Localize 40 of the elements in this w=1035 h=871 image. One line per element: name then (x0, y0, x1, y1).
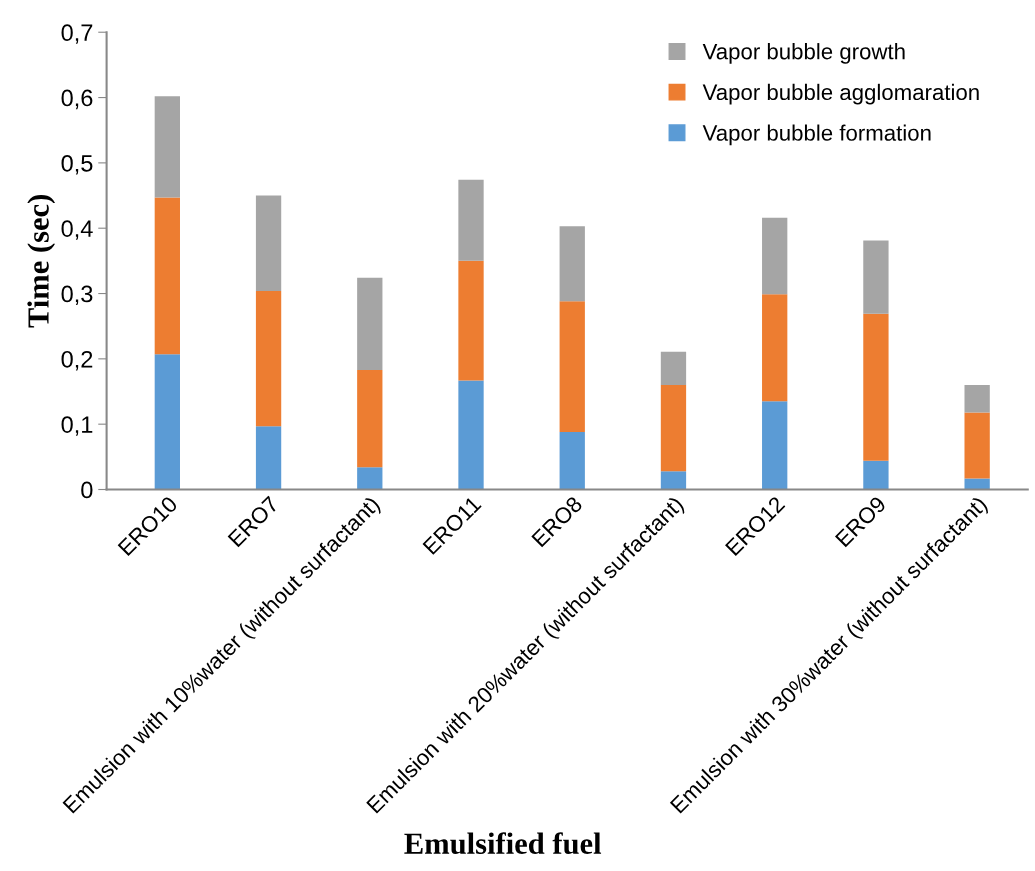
bar (559, 226, 585, 302)
bar (863, 313, 889, 461)
y-tick-label: 0,6 (61, 89, 93, 110)
bar (762, 217, 788, 295)
bar (964, 478, 990, 490)
bar (154, 197, 180, 355)
bar (762, 401, 788, 490)
y-tick-label: 0,3 (61, 285, 93, 306)
y-tick-label: 0,2 (61, 350, 93, 371)
bar (863, 240, 889, 314)
y-tick-label: 0 (81, 481, 93, 499)
bar (660, 351, 687, 385)
bar (357, 467, 383, 490)
bar (964, 412, 990, 479)
bar (762, 294, 788, 402)
legend-label: Vapor bubble formation (702, 124, 931, 146)
legend-label: Vapor bubble agglomaration (702, 83, 979, 105)
bar (458, 179, 484, 261)
y-tick-label: 0,1 (61, 416, 93, 436)
bar (357, 277, 383, 370)
bar (255, 426, 282, 490)
bar (964, 384, 990, 413)
y-tick-label: 0,7 (61, 24, 93, 44)
y-tick-label: 0,5 (61, 154, 93, 175)
bar (660, 384, 687, 472)
y-tick-label: 0,4 (61, 220, 93, 240)
bar (660, 471, 687, 490)
bar (154, 354, 180, 490)
y-axis-title: Time (sec) (27, 195, 56, 328)
bar (154, 96, 180, 198)
legend-label: Vapor bubble growth (702, 43, 905, 64)
bar (863, 460, 889, 490)
bar (255, 195, 282, 291)
bar (357, 369, 383, 468)
bar (458, 260, 484, 381)
bar (458, 380, 484, 490)
bar (255, 290, 282, 427)
bar (559, 432, 585, 490)
bar (559, 301, 585, 433)
x-axis-title: Emulsified fuel (404, 832, 602, 855)
